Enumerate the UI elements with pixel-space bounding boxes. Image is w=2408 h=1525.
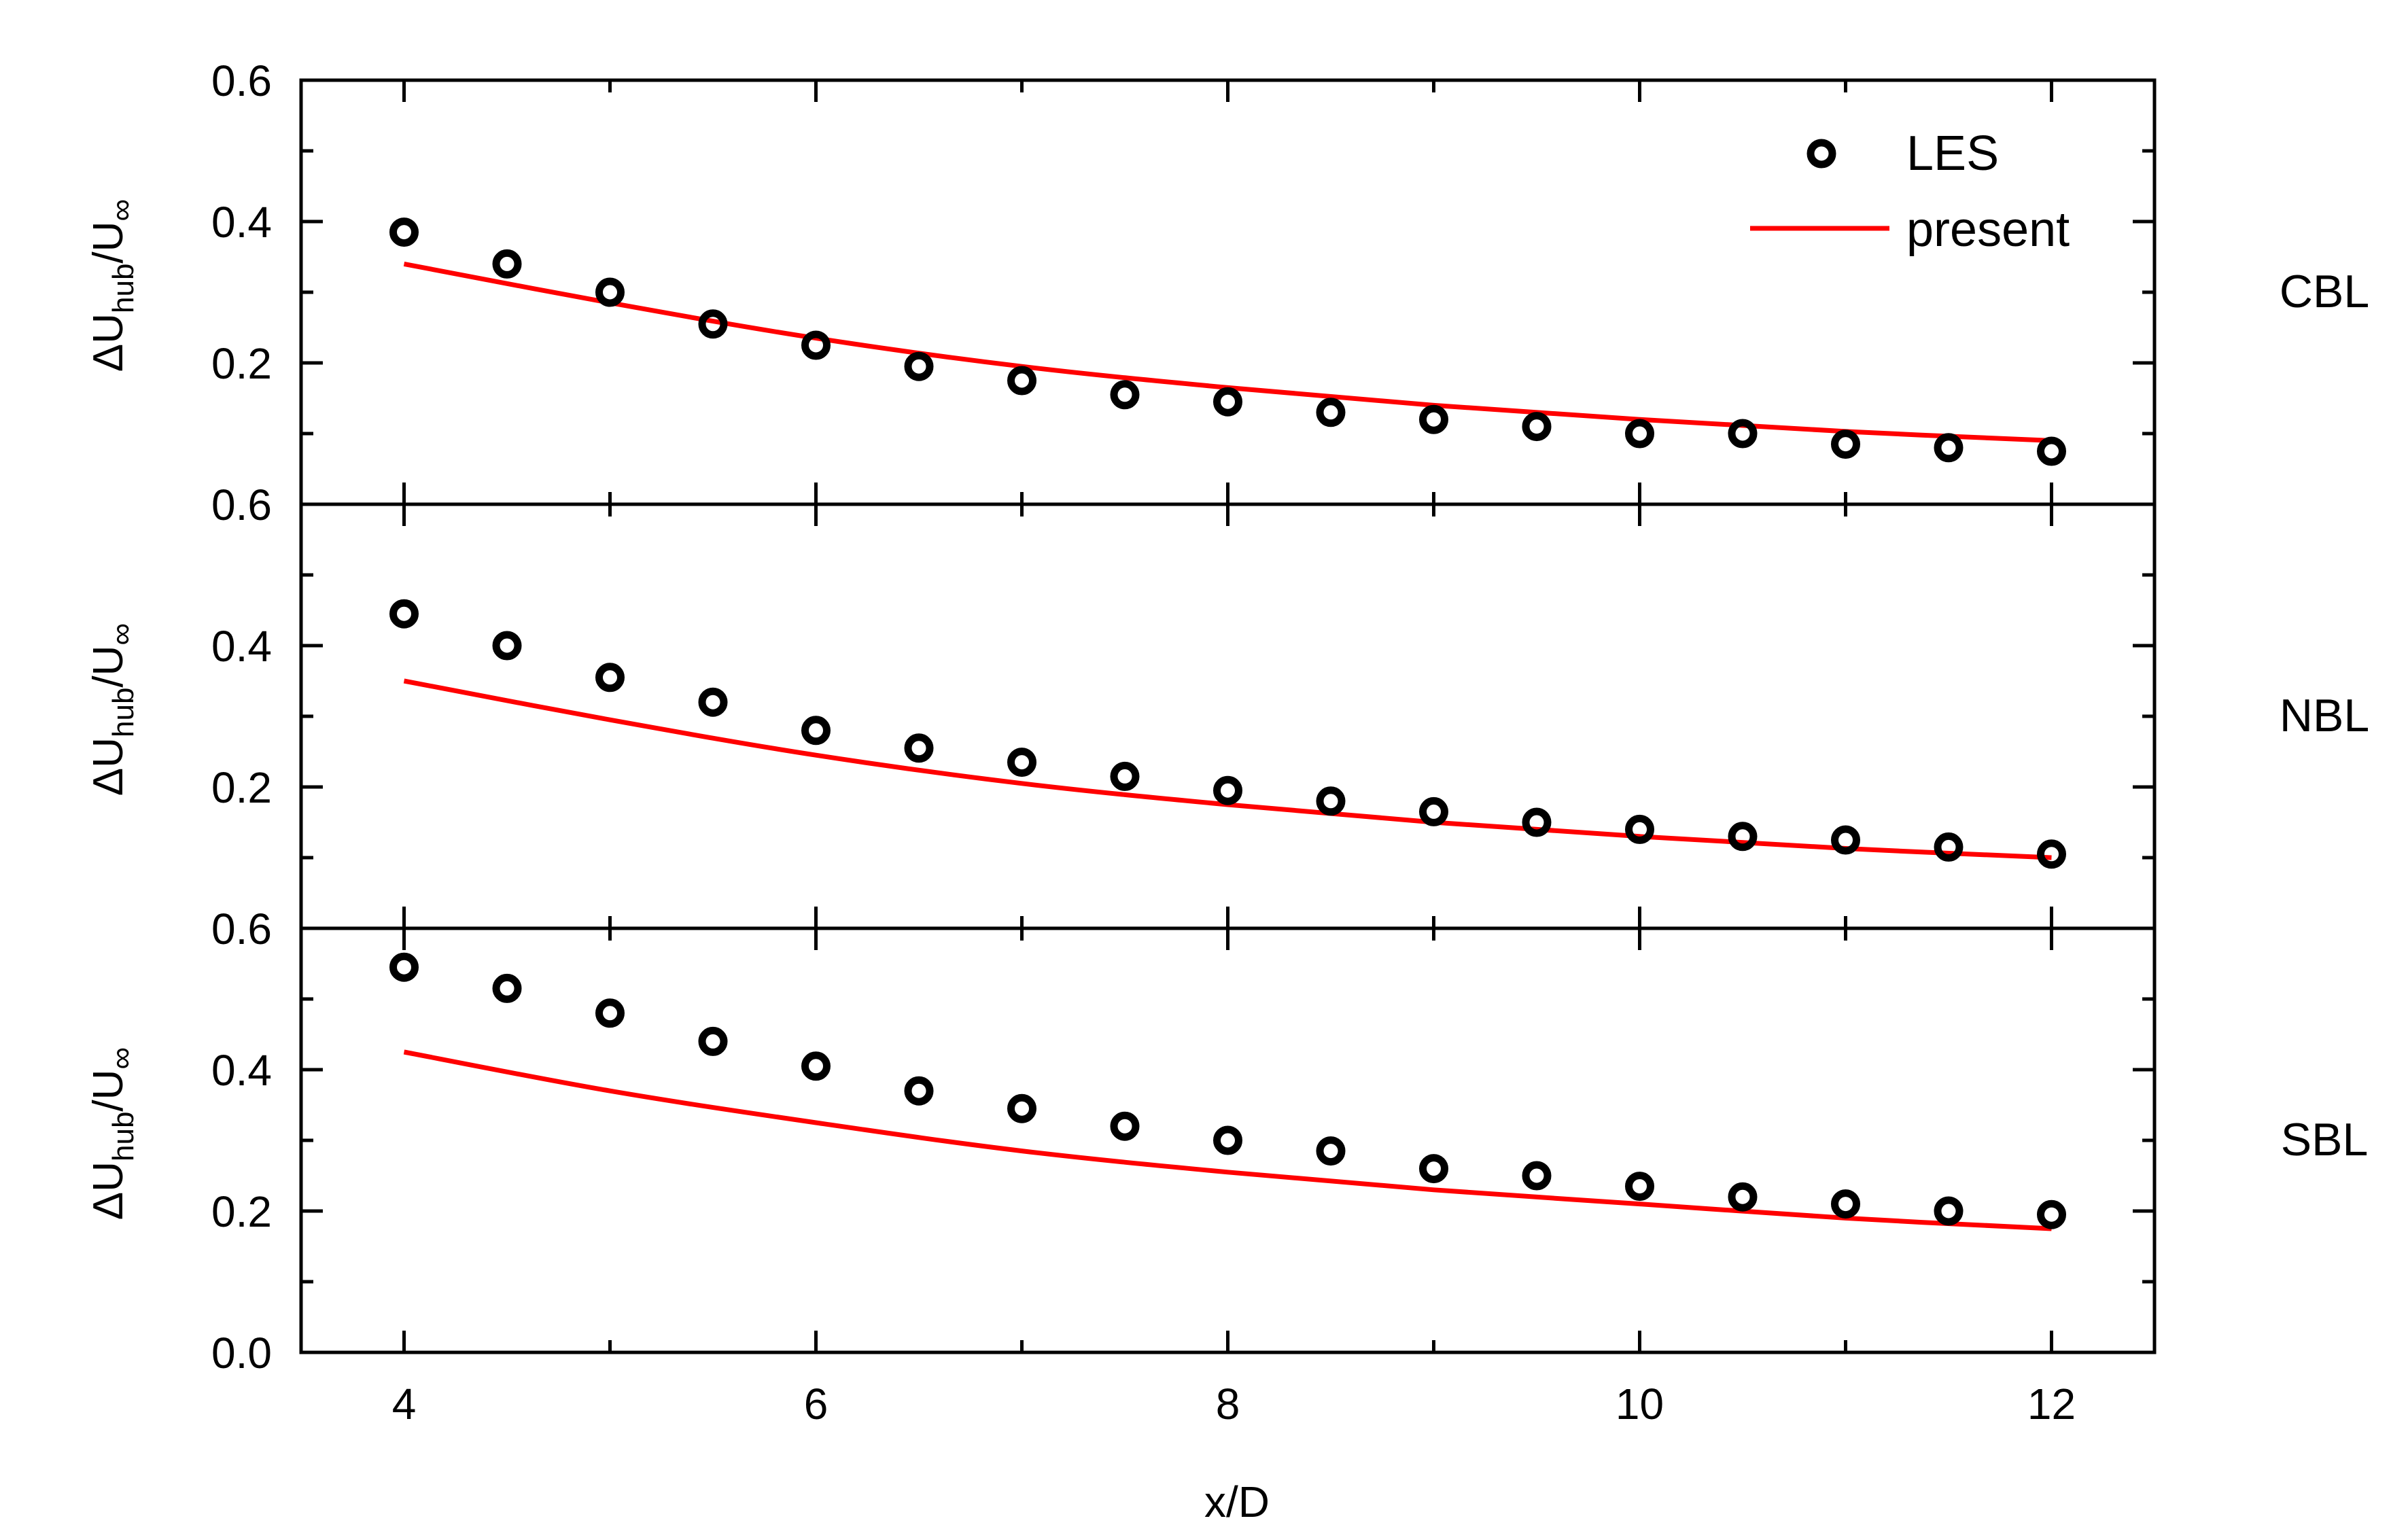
legend-les-marker [1807,139,1836,169]
les-point-sbl [389,952,419,982]
y-tick-label-sbl: 0.6 [211,905,272,953]
les-point-cbl [1007,366,1036,396]
legend-les-label: LES [1906,126,1999,181]
les-point-cbl [1522,412,1552,442]
les-point-cbl [1934,433,1964,463]
y-axis-title-part: U [85,737,132,768]
les-point-sbl [1522,1161,1552,1191]
les-point-nbl [904,733,934,763]
les-point-sbl [1007,1093,1036,1123]
panel-label-cbl: CBL [2280,266,2369,317]
y-tick-label-nbl: 0.6 [211,480,272,529]
les-point-sbl [1110,1111,1140,1141]
marks-layer [389,139,2066,1231]
les-point-sbl [904,1076,934,1106]
les-point-cbl [698,309,728,339]
text-layer: x/D 0.20.40.6ΔUhub/U∞CBL0.20.40.6ΔUhub/U… [85,56,2369,1525]
les-point-nbl [1522,807,1552,837]
y-axis-title-part: Δ [85,344,132,372]
les-point-sbl [1213,1125,1242,1155]
les-point-cbl [595,277,625,307]
y-tick-label-sbl: 0.4 [211,1046,272,1095]
les-point-nbl [1625,814,1654,844]
les-point-nbl [1316,786,1346,816]
les-point-cbl [1419,404,1448,434]
y-tick-label-cbl: 0.2 [211,339,272,388]
les-point-cbl [1110,380,1140,410]
les-point-cbl [389,217,419,247]
les-point-nbl [1831,825,1860,855]
y-tick-label-cbl: 0.4 [211,198,272,247]
y-axis-title-part: hub [107,264,140,313]
les-point-sbl [1625,1172,1654,1202]
les-point-nbl [595,663,625,693]
present-line-sbl [403,1049,2052,1231]
les-point-nbl [698,687,728,717]
x-tick-label: 8 [1216,1380,1240,1428]
les-point-sbl [1831,1189,1860,1219]
les-point-nbl [1007,748,1036,777]
les-point-cbl [2037,436,2066,466]
y-axis-title-cbl: ΔUhub/U∞ [85,199,140,372]
y-tick-label-cbl: 0.6 [211,56,272,105]
les-point-sbl [1728,1182,1758,1212]
les-point-nbl [1110,761,1140,791]
les-point-nbl [1934,832,1964,862]
les-point-nbl [801,716,831,746]
y-axis-title-part: /U [85,1070,132,1112]
y-tick-label-sbl: 0.2 [211,1187,272,1236]
y-axis-title-part: ∞ [103,1047,139,1070]
y-axis-title-part: hub [107,688,140,737]
panel-label-sbl: SBL [2281,1114,2369,1165]
y-axis-title-part: /U [85,646,132,688]
les-point-nbl [492,631,522,661]
les-point-sbl [1419,1154,1448,1184]
y-tick-label-nbl: 0.4 [211,622,272,671]
les-point-sbl [801,1051,831,1081]
y-axis-title-part: Δ [85,768,132,796]
les-point-nbl [1213,775,1242,805]
les-point-nbl [1419,796,1448,826]
x-tick-label: 4 [392,1380,417,1428]
y-axis-title-part: ∞ [103,199,139,222]
les-point-sbl [595,998,625,1028]
y-axis-title-part: hub [107,1112,140,1161]
les-point-cbl [801,330,831,360]
y-axis-title-part: ∞ [103,623,139,646]
y-axis-title-nbl: ΔUhub/U∞ [85,623,140,796]
y-axis-title-part: /U [85,222,132,264]
les-point-sbl [1316,1136,1346,1166]
les-point-nbl [2037,839,2066,869]
x-axis-title: x/D [1204,1477,1270,1525]
x-tick-label: 10 [1616,1380,1664,1428]
les-point-sbl [1934,1196,1964,1226]
y-tick-label-nbl: 0.2 [211,763,272,812]
x-tick-label: 12 [2027,1380,2076,1428]
present-line-nbl [403,678,2052,860]
les-point-nbl [1728,822,1758,852]
les-point-cbl [1831,430,1860,459]
y-axis-title-sbl: ΔUhub/U∞ [85,1047,140,1220]
les-point-nbl [389,599,419,629]
les-point-cbl [492,249,522,279]
y-axis-title-part: U [85,1161,132,1192]
x-tick-label: 6 [804,1380,828,1428]
legend-present-label: present [1906,203,2070,257]
les-point-sbl [698,1026,728,1056]
axes-layer [299,78,2157,1354]
les-point-cbl [1213,387,1242,417]
les-point-cbl [1625,419,1654,449]
panel-frame-sbl [299,926,2157,1354]
y-axis-title-part: Δ [85,1192,132,1220]
y-axis-title-part: U [85,313,132,344]
panel-label-nbl: NBL [2280,690,2369,741]
y-tick-label-sbl: 0.0 [211,1329,272,1378]
les-point-cbl [1316,398,1346,427]
les-point-sbl [2037,1199,2066,1229]
les-point-cbl [904,351,934,381]
panel-frame-cbl [299,78,2157,506]
les-point-cbl [1728,419,1758,449]
les-point-sbl [492,973,522,1003]
